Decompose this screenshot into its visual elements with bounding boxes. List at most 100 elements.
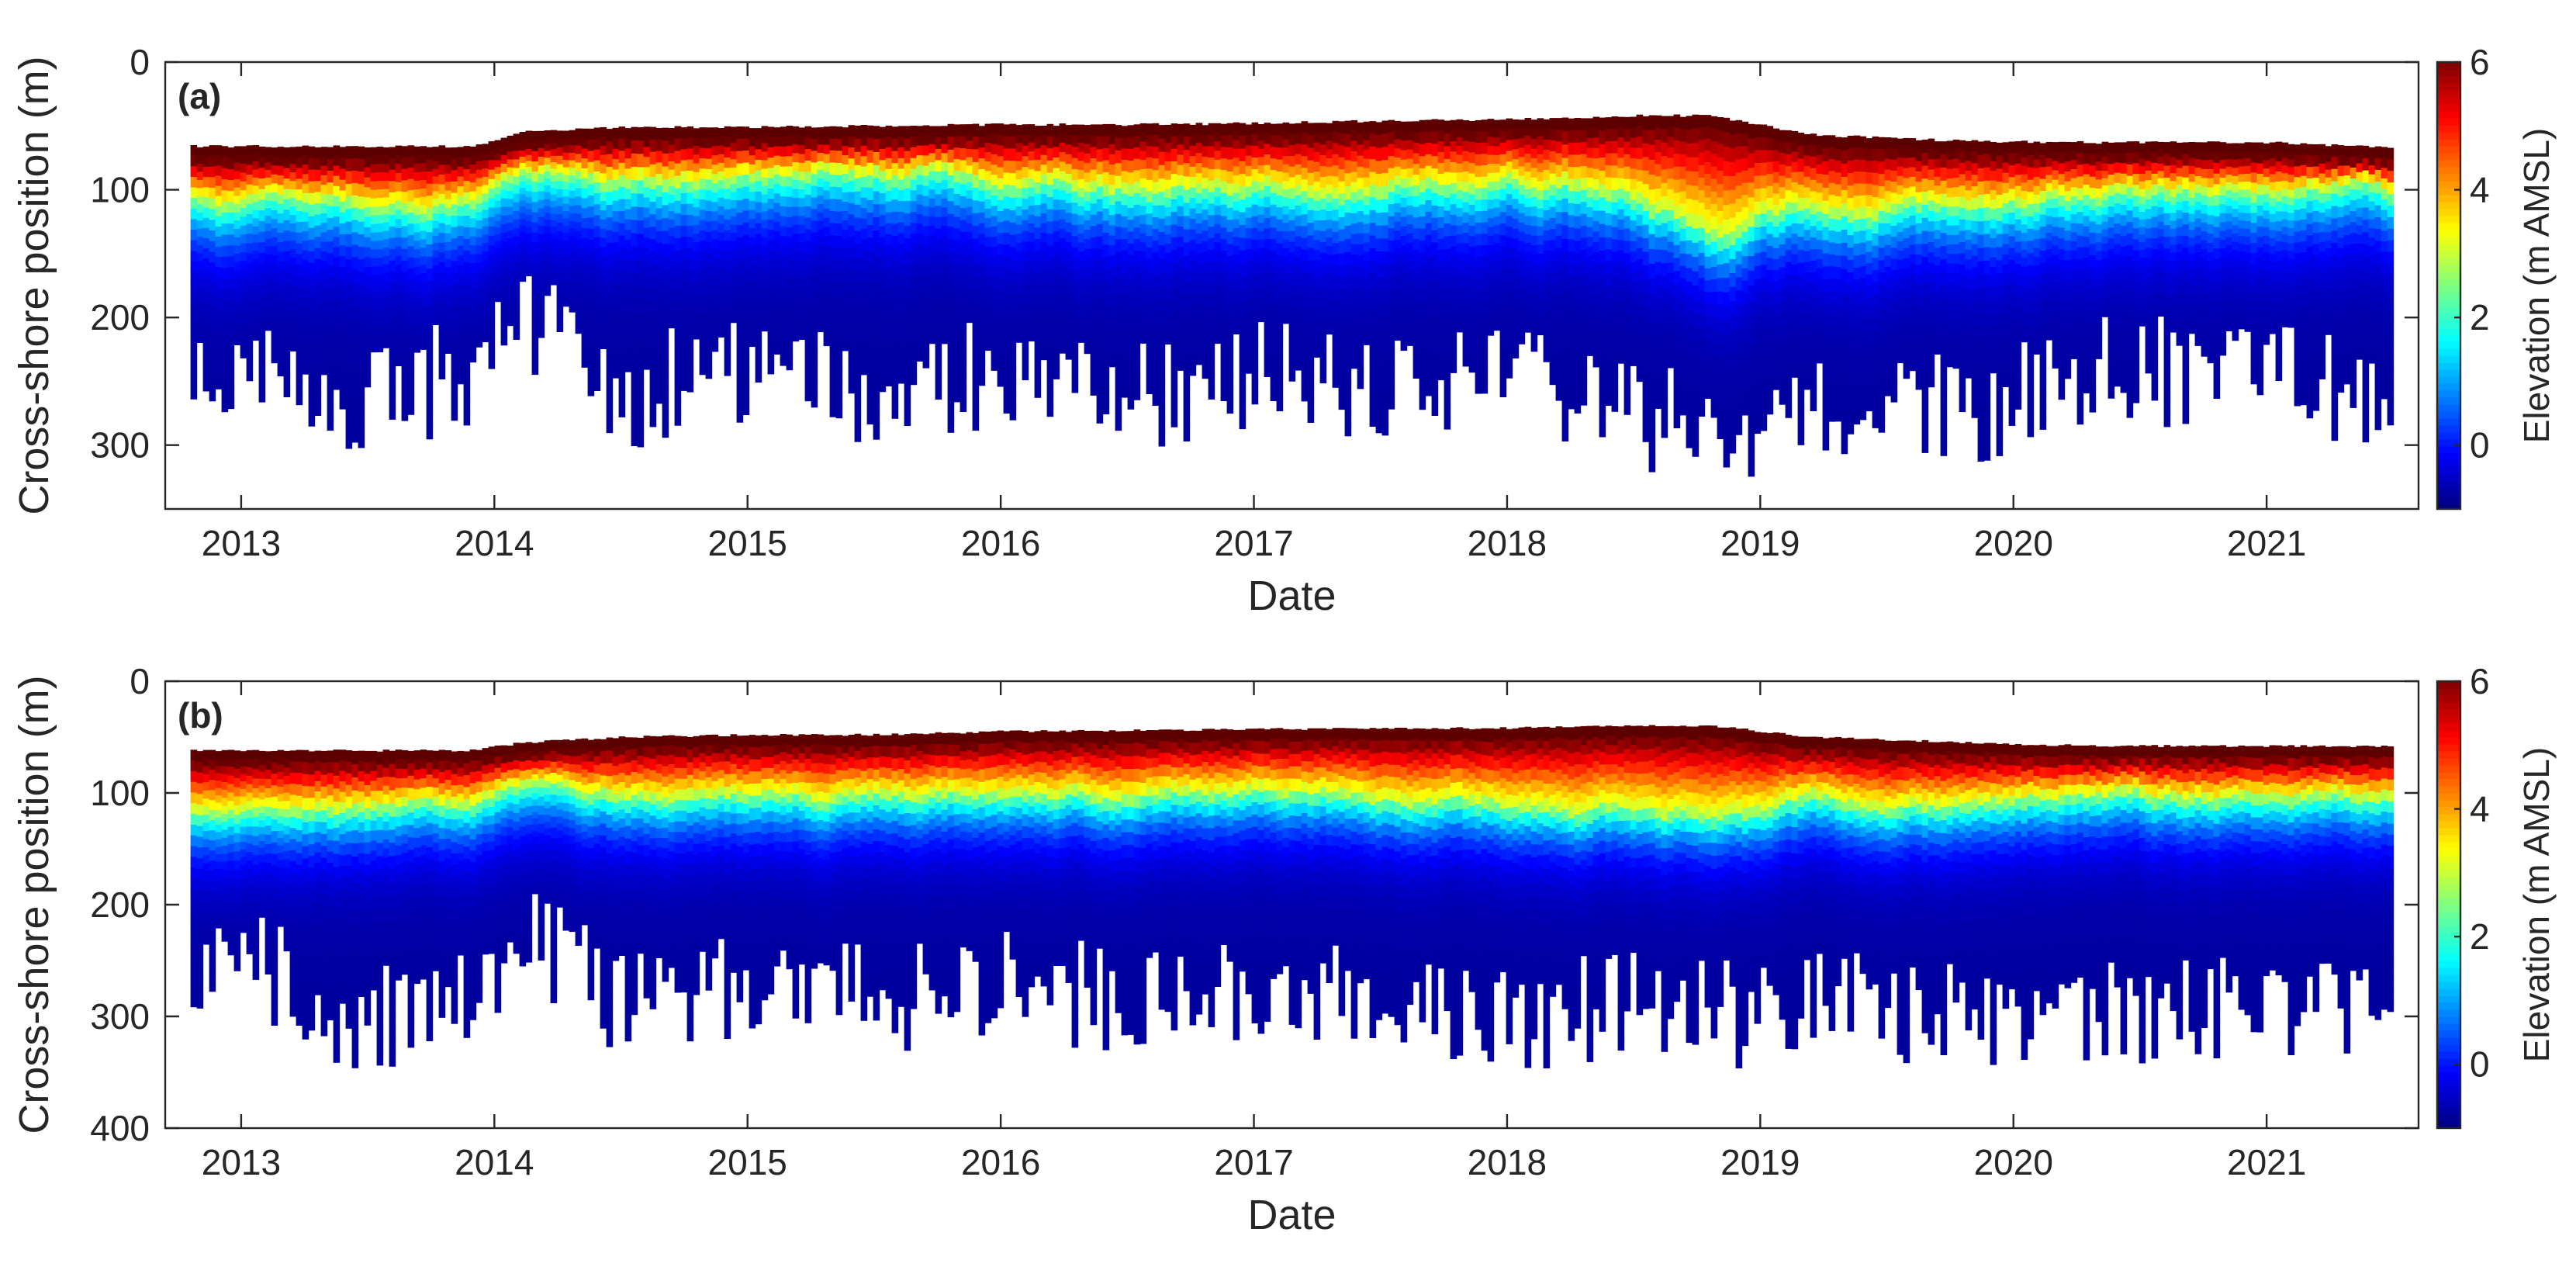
heatmap-cell bbox=[978, 244, 986, 257]
heatmap-cell bbox=[1239, 250, 1247, 264]
heatmap-cell bbox=[811, 348, 818, 362]
heatmap-cell bbox=[811, 360, 818, 373]
heatmap-cell bbox=[320, 308, 328, 318]
heatmap-cell bbox=[705, 284, 713, 296]
heatmap-cell bbox=[680, 313, 688, 326]
heatmap-cell bbox=[736, 274, 744, 287]
heatmap-cell bbox=[1158, 138, 1166, 153]
heatmap-cell bbox=[972, 327, 980, 341]
heatmap-cell bbox=[382, 222, 390, 232]
heatmap-cell bbox=[1170, 338, 1178, 351]
heatmap-cell bbox=[1208, 203, 1215, 216]
heatmap-cell bbox=[736, 372, 744, 386]
heatmap-cell bbox=[538, 243, 545, 252]
heatmap-cell bbox=[1202, 199, 1209, 210]
heatmap-cell bbox=[960, 255, 967, 268]
heatmap-cell bbox=[1220, 204, 1228, 217]
heatmap-cell bbox=[910, 341, 918, 353]
heatmap-cell bbox=[482, 259, 489, 268]
heatmap-cell bbox=[1121, 239, 1129, 251]
heatmap-cell bbox=[1046, 136, 1054, 149]
heatmap-cell bbox=[265, 246, 272, 254]
heatmap-cell bbox=[984, 218, 992, 228]
heatmap-cell bbox=[699, 302, 707, 313]
heatmap-cell bbox=[978, 374, 986, 386]
heatmap-cell bbox=[612, 221, 620, 233]
heatmap-cell bbox=[978, 212, 986, 224]
heatmap-cell bbox=[624, 290, 632, 302]
heatmap-cell bbox=[1127, 172, 1135, 185]
heatmap-cell bbox=[1003, 317, 1011, 330]
heatmap-cell bbox=[606, 318, 614, 332]
heatmap-cell bbox=[953, 136, 961, 148]
heatmap-cell bbox=[643, 167, 651, 178]
heatmap-cell bbox=[1437, 369, 1445, 381]
heatmap-cell bbox=[811, 337, 818, 350]
heatmap-cell bbox=[376, 155, 384, 164]
heatmap-cell bbox=[624, 300, 632, 312]
heatmap-cell bbox=[842, 230, 849, 240]
heatmap-cell bbox=[1276, 362, 1284, 376]
heatmap-cell bbox=[544, 158, 552, 165]
heatmap-cell bbox=[922, 327, 930, 338]
heatmap-cell bbox=[1233, 192, 1240, 203]
heatmap-cell bbox=[897, 329, 905, 341]
heatmap-cell bbox=[1127, 125, 1135, 138]
heatmap-cell bbox=[897, 265, 905, 277]
heatmap-cell bbox=[296, 221, 303, 234]
heatmap-cell bbox=[947, 329, 955, 343]
heatmap-cell bbox=[1270, 170, 1278, 182]
heatmap-cell bbox=[966, 206, 973, 216]
heatmap-cell bbox=[1028, 232, 1036, 242]
heatmap-cell bbox=[265, 284, 272, 293]
heatmap-cell bbox=[637, 366, 645, 381]
heatmap-cell bbox=[1102, 184, 1110, 197]
heatmap-cell bbox=[662, 295, 669, 309]
heatmap-cell bbox=[395, 356, 403, 366]
heatmap-cell bbox=[209, 145, 216, 157]
heatmap-cell bbox=[606, 306, 614, 320]
heatmap-cell bbox=[1084, 192, 1091, 202]
heatmap-cell bbox=[817, 272, 825, 282]
heatmap-cell bbox=[401, 363, 409, 376]
heatmap-cell bbox=[655, 139, 663, 152]
heatmap-cell bbox=[941, 135, 949, 145]
heatmap-cell bbox=[662, 347, 669, 361]
heatmap-cell bbox=[730, 314, 738, 324]
heatmap-cell bbox=[593, 369, 601, 380]
heatmap-cell bbox=[1177, 123, 1184, 135]
heatmap-cell bbox=[395, 154, 403, 164]
heatmap-cell bbox=[1226, 196, 1234, 209]
heatmap-cell bbox=[451, 182, 458, 194]
heatmap-cell bbox=[444, 267, 452, 277]
heatmap-cell bbox=[811, 279, 818, 292]
heatmap-cell bbox=[1046, 148, 1054, 161]
heatmap-cell bbox=[1071, 191, 1079, 203]
heatmap-cell bbox=[991, 123, 998, 134]
heatmap-cell bbox=[519, 250, 527, 258]
heatmap-cell bbox=[438, 340, 446, 351]
heatmap-cell bbox=[668, 244, 676, 254]
heatmap-cell bbox=[1108, 225, 1116, 236]
heatmap-cell bbox=[928, 279, 936, 290]
heatmap-cell bbox=[209, 166, 216, 178]
heatmap-cell bbox=[296, 307, 303, 320]
heatmap-cell bbox=[835, 175, 843, 188]
heatmap-cell bbox=[463, 389, 471, 403]
heatmap-cell bbox=[1065, 144, 1073, 155]
heatmap-cell bbox=[711, 295, 719, 306]
heatmap-cell bbox=[271, 335, 278, 346]
heatmap-cell bbox=[997, 353, 1004, 365]
heatmap-cell bbox=[1239, 148, 1247, 162]
heatmap-cell bbox=[1456, 190, 1464, 200]
heatmap-cell bbox=[953, 228, 961, 241]
heatmap-cell bbox=[848, 237, 856, 249]
heatmap-cell bbox=[1419, 228, 1426, 241]
heatmap-cell bbox=[1338, 145, 1346, 158]
heatmap-cell bbox=[351, 195, 359, 209]
heatmap-cell bbox=[333, 196, 341, 207]
heatmap-cell bbox=[451, 409, 458, 421]
heatmap-cell bbox=[1133, 376, 1141, 389]
heatmap-cell bbox=[345, 310, 353, 324]
